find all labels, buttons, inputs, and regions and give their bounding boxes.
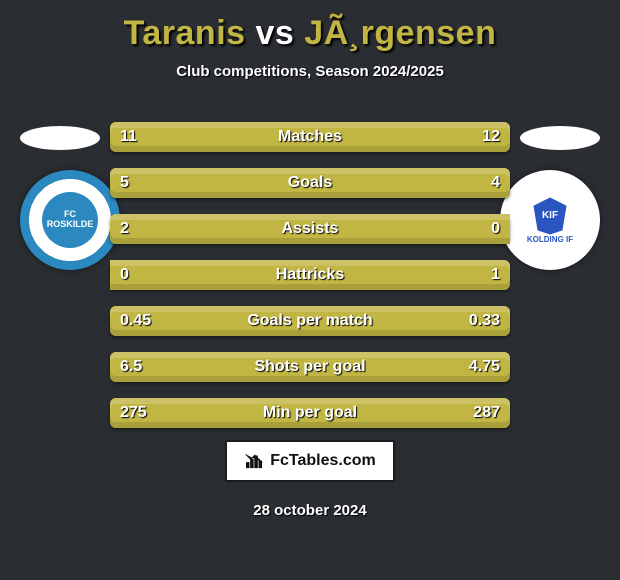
stat-value-left: 0 (110, 260, 139, 290)
stat-value-right: 287 (463, 398, 510, 428)
club-name-left: FC ROSKILDE (42, 210, 98, 230)
club-logo-left: FC ROSKILDE (20, 170, 120, 270)
stat-fill-right (110, 260, 510, 290)
stat-value-left: 2 (110, 214, 139, 244)
stat-value-right: 0 (481, 214, 510, 244)
stat-value-left: 6.5 (110, 352, 152, 382)
stat-row: 20Assists (110, 214, 510, 244)
chart-icon (244, 451, 264, 471)
stat-fill-left (110, 168, 330, 198)
stat-value-right: 0.33 (459, 306, 510, 336)
stat-value-right: 12 (472, 122, 510, 152)
stat-value-left: 11 (110, 122, 147, 152)
club-logo-left-inner: FC ROSKILDE (42, 192, 98, 248)
shield-icon: KIF (530, 196, 570, 236)
stat-value-left: 5 (110, 168, 139, 198)
stat-row: 01Hattricks (110, 260, 510, 290)
stat-value-left: 0.45 (110, 306, 161, 336)
title-vs: vs (256, 14, 295, 52)
player-marker-left (20, 126, 100, 150)
stat-value-right: 1 (481, 260, 510, 290)
stat-fill-left (110, 214, 510, 244)
footer-brand-text: FcTables.com (270, 452, 376, 470)
stat-value-left: 275 (110, 398, 157, 428)
stat-row: 54Goals (110, 168, 510, 198)
stats-bars: 1112Matches54Goals20Assists01Hattricks0.… (110, 122, 510, 444)
title-right: JÃ¸rgensen (304, 14, 496, 52)
page-title: Taranis vs JÃ¸rgensen (0, 0, 620, 53)
subtitle: Club competitions, Season 2024/2025 (0, 63, 620, 80)
player-marker-right (520, 126, 600, 150)
stat-row: 275287Min per goal (110, 398, 510, 428)
club-name-right: KOLDING IF (527, 236, 573, 245)
stat-value-right: 4.75 (459, 352, 510, 382)
date-text: 28 october 2024 (0, 502, 620, 519)
title-left: Taranis (124, 14, 246, 52)
club-logo-right: KIF KOLDING IF (500, 170, 600, 270)
stat-value-right: 4 (481, 168, 510, 198)
footer-brand: FcTables.com (225, 440, 395, 482)
stat-row: 1112Matches (110, 122, 510, 152)
stat-row: 6.54.75Shots per goal (110, 352, 510, 382)
svg-text:KIF: KIF (542, 210, 558, 221)
stat-row: 0.450.33Goals per match (110, 306, 510, 336)
club-logo-right-inner: KIF KOLDING IF (520, 190, 580, 250)
